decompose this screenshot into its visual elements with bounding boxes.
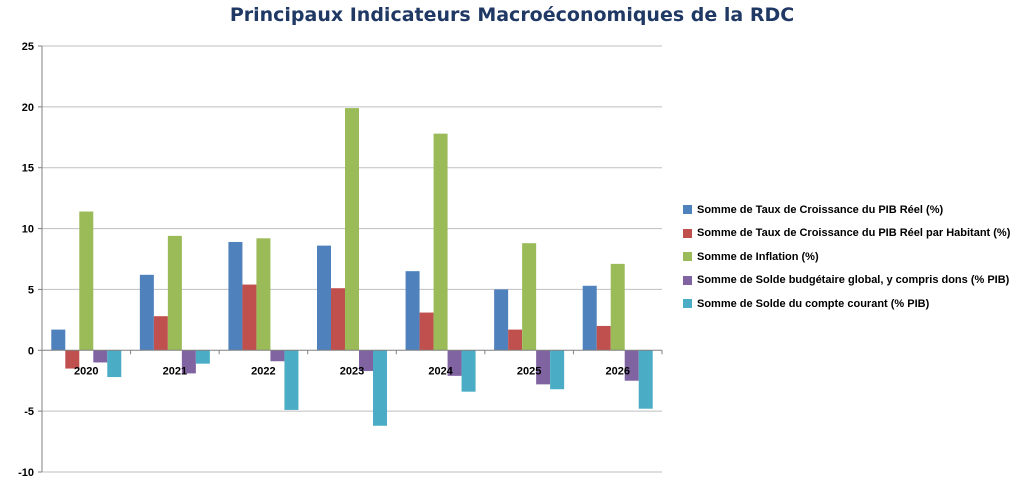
legend-label: Somme de Solde budgétaire global, y comp… (697, 274, 1010, 287)
bar-2021-series-2 (153, 316, 168, 351)
x-tick-label: 2021 (163, 365, 187, 377)
y-tick-label: 5 (28, 284, 34, 296)
bar-2025-series-1 (494, 289, 509, 351)
bar-2024-series-5 (461, 350, 476, 392)
y-tick-label: 15 (22, 163, 34, 175)
bar-2025-series-3 (522, 243, 537, 351)
bar-2020-series-5 (107, 350, 122, 378)
bar-2026-series-4 (624, 350, 639, 381)
legend-swatch (683, 275, 692, 285)
y-tick-label: -5 (24, 406, 34, 418)
legend-label: Somme de Taux de Croissance du PIB Réel … (697, 227, 1011, 240)
bar-2021-series-5 (195, 350, 210, 364)
bar-2024-series-2 (419, 312, 434, 351)
axes (38, 45, 663, 473)
bar-2022-series-5 (284, 350, 299, 410)
bar-2024-series-1 (405, 271, 420, 351)
bar-2023-series-2 (331, 288, 345, 351)
x-tick-label: 2022 (251, 365, 275, 377)
bar-2022-series-1 (228, 241, 243, 351)
legend: Somme de Taux de Croissance du PIB Réel … (683, 198, 1010, 316)
legend-item: Somme de Taux de Croissance du PIB Réel … (683, 198, 1010, 222)
bar-2025-series-5 (550, 350, 565, 390)
bar-2022-series-2 (242, 284, 257, 351)
bar-2024-series-4 (447, 350, 462, 376)
bar-2021-series-4 (181, 350, 196, 374)
bars (51, 108, 653, 426)
bar-2025-series-4 (536, 350, 551, 385)
bar-2022-series-4 (270, 350, 285, 362)
bar-2020-series-1 (51, 329, 66, 351)
bar-2026-series-3 (610, 263, 625, 351)
chart-title: Principaux Indicateurs Macroéconomiques … (229, 4, 795, 26)
bar-2020-series-2 (65, 350, 80, 369)
legend-swatch (683, 205, 692, 215)
legend-label: Somme de Solde du compte courant (% PIB) (697, 297, 930, 310)
x-tick-label: 2024 (428, 365, 453, 377)
bar-2023-series-3 (345, 108, 359, 351)
legend-item: Somme de Taux de Croissance du PIB Réel … (683, 222, 1010, 246)
bar-2023-series-1 (317, 245, 331, 351)
bar-2021-series-3 (167, 235, 182, 351)
bar-2020-series-3 (79, 211, 94, 351)
y-tick-label: 20 (22, 102, 34, 114)
bar-2021-series-1 (139, 274, 154, 351)
y-tick-label: 25 (22, 41, 34, 53)
bar-2020-series-4 (93, 350, 108, 363)
bar-2026-series-5 (638, 350, 653, 409)
y-tick-label: 10 (22, 224, 34, 236)
bar-2022-series-3 (256, 238, 271, 351)
legend-label: Somme de Taux de Croissance du PIB Réel … (697, 203, 944, 216)
bar-2024-series-3 (433, 133, 448, 351)
x-tick-label: 2025 (517, 365, 541, 377)
y-tick-label: -10 (18, 467, 34, 477)
legend-swatch (683, 252, 692, 262)
legend-item: Somme de Solde du compte courant (% PIB) (683, 292, 1010, 316)
bar-2023-series-4 (359, 350, 373, 371)
legend-item: Somme de Solde budgétaire global, y comp… (683, 269, 1010, 293)
x-tick-label: 2026 (605, 365, 629, 377)
bar-2026-series-2 (596, 325, 611, 351)
x-tick-label: 2020 (74, 365, 98, 377)
legend-item: Somme de Inflation (%) (683, 245, 1010, 269)
bar-2026-series-1 (582, 285, 597, 351)
legend-swatch (683, 299, 692, 309)
bar-2023-series-5 (373, 350, 387, 426)
bar-2025-series-2 (508, 329, 523, 351)
legend-label: Somme de Inflation (%) (697, 250, 819, 263)
legend-swatch (683, 228, 692, 238)
y-tick-label: 0 (28, 345, 34, 357)
x-tick-label: 2023 (340, 365, 364, 377)
